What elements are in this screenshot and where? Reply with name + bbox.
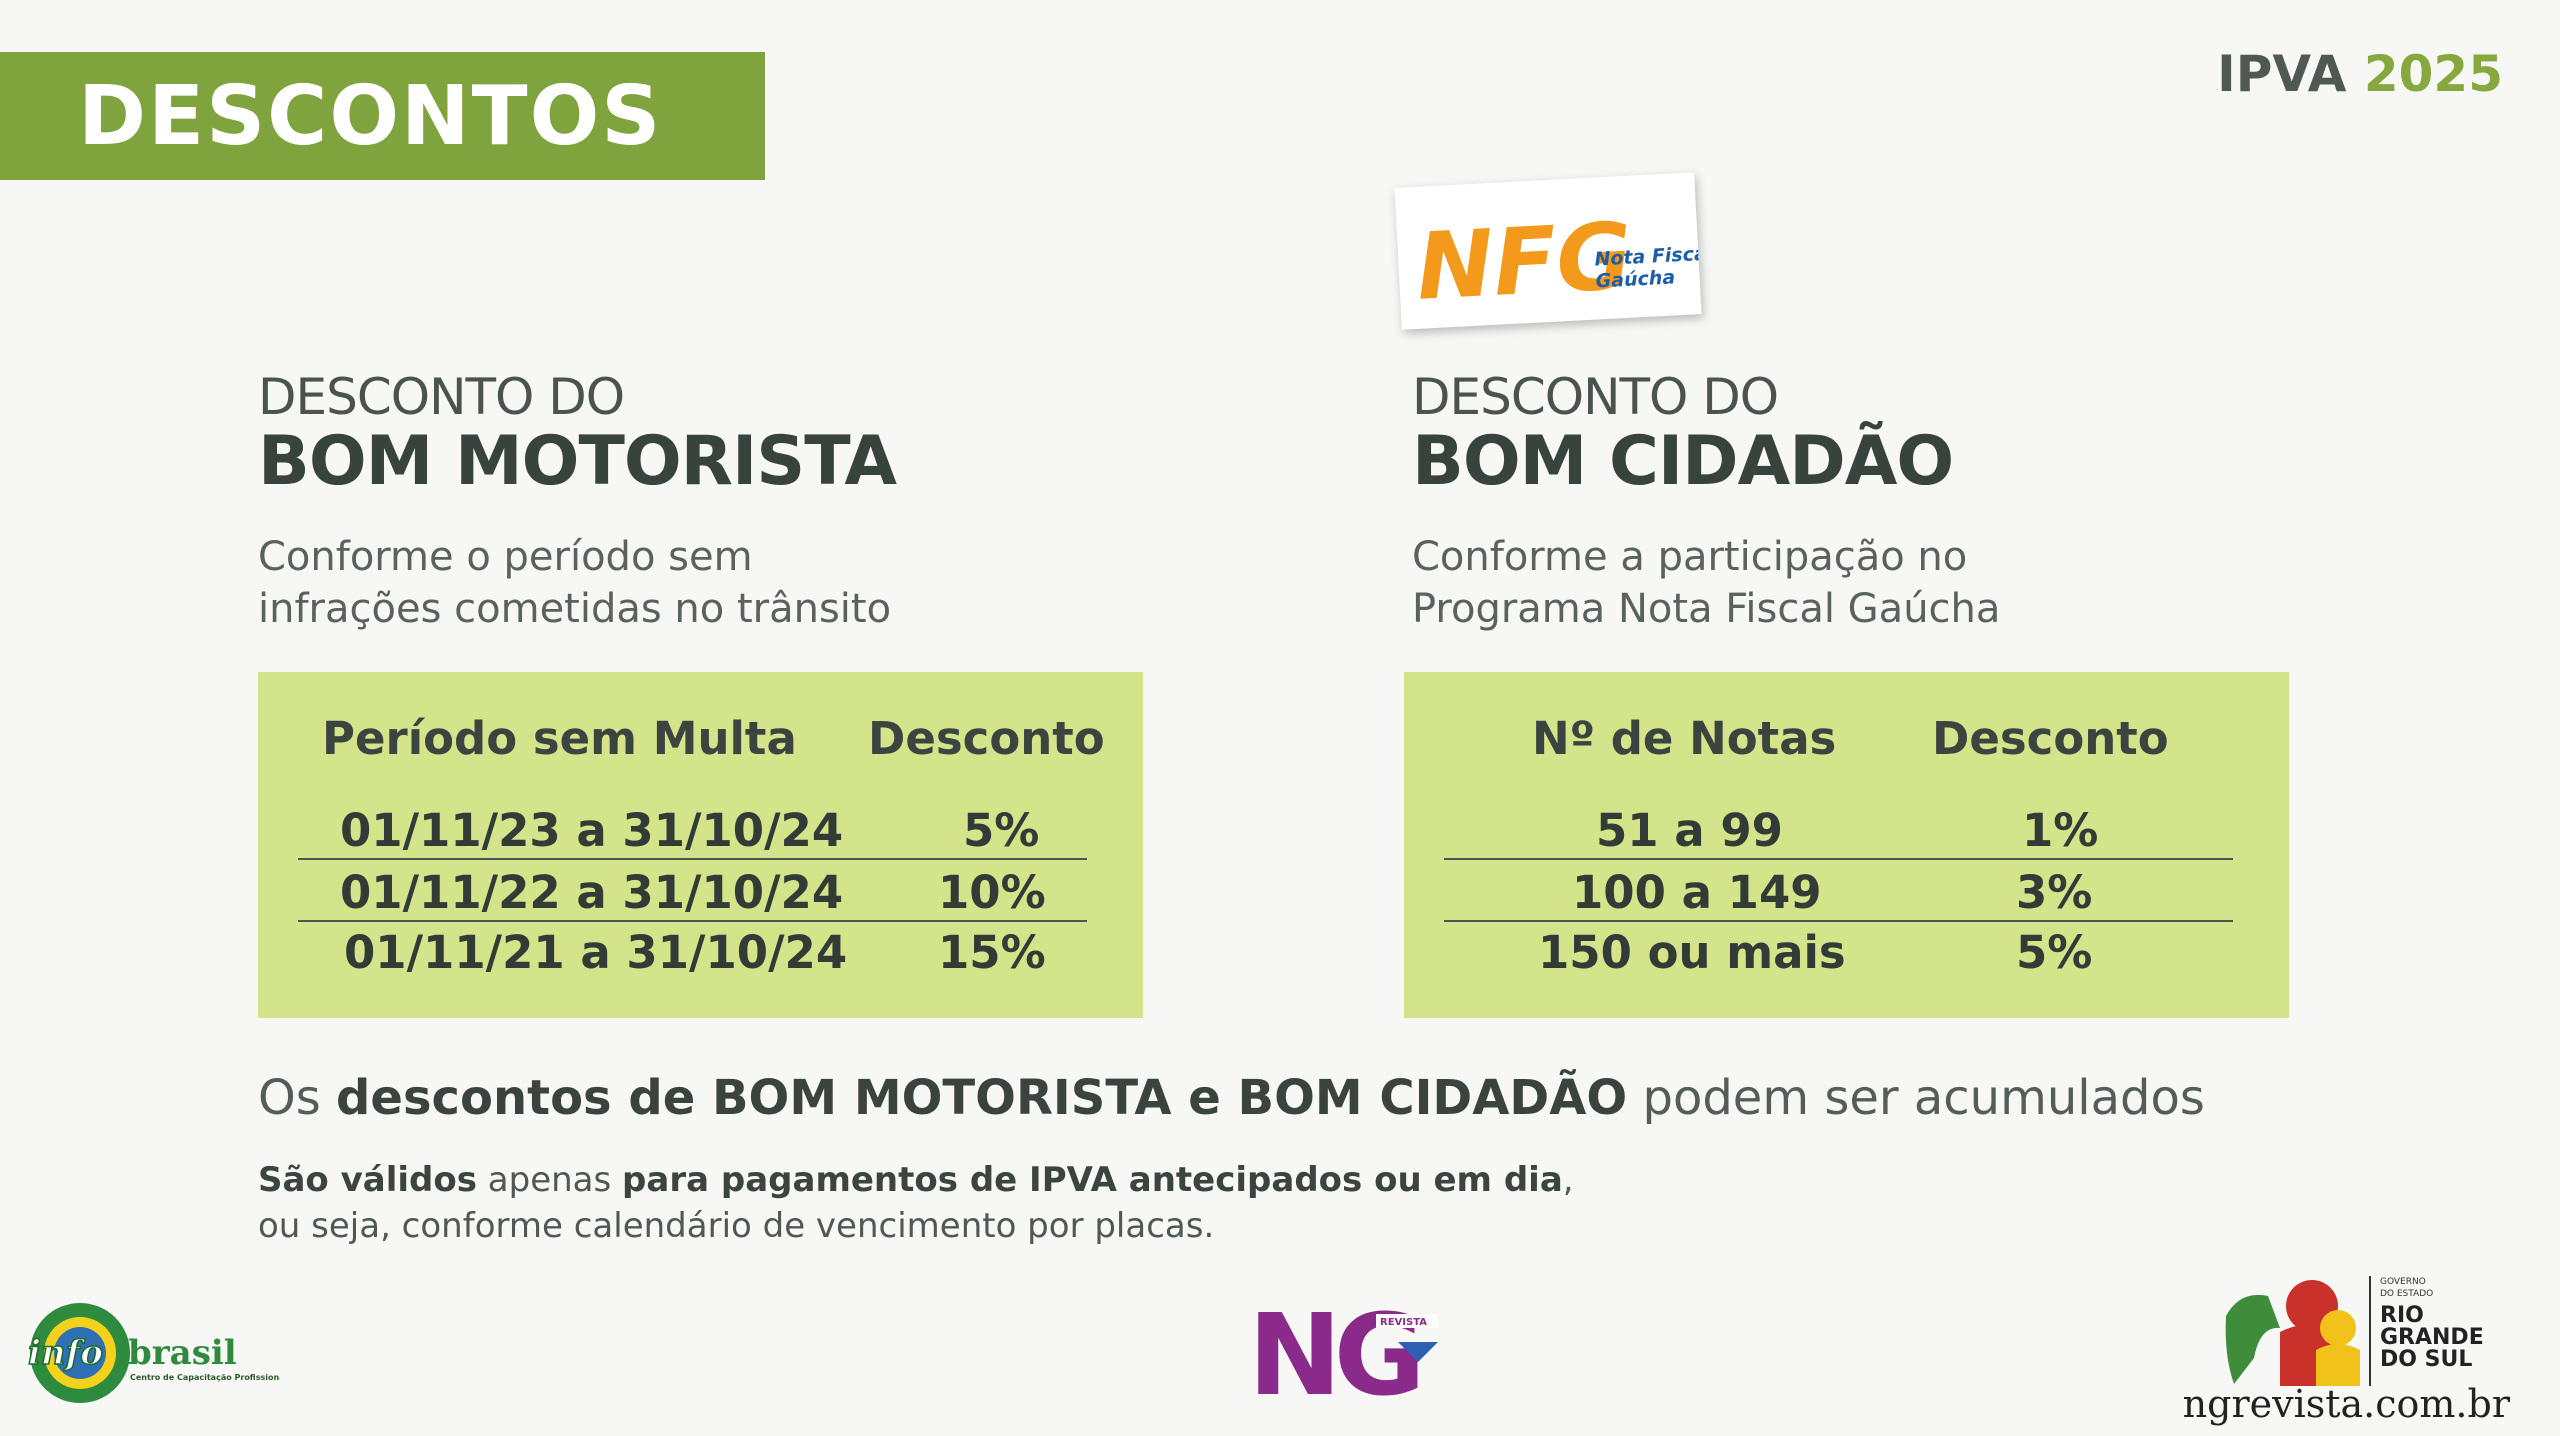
- table-row: 51 a 99 1%: [1444, 804, 2249, 862]
- table-header-discount: Desconto: [1932, 712, 2169, 765]
- bom-motorista-kicker: DESCONTO DO: [258, 368, 625, 426]
- note2-d: ,: [1562, 1160, 1574, 1200]
- infobrasil-logo: info brasil Centro de Capacitação Profis…: [20, 1298, 288, 1408]
- rs-line3: RIO: [2380, 1303, 2424, 1328]
- infobrasil-name-a: info: [28, 1333, 103, 1373]
- nfg-line2: Gaúcha: [1595, 266, 1676, 292]
- ipva-year-label: IPVA 2025: [2217, 45, 2503, 103]
- bom-cidadao-table: Nº de Notas Desconto 51 a 99 1% 100 a 14…: [1404, 672, 2289, 1018]
- ng-revista-logo: NG REVISTA: [1248, 1291, 1448, 1421]
- table-header-period: Período sem Multa: [322, 712, 797, 765]
- row-discount: 10%: [938, 866, 1046, 919]
- ng-letters: NG: [1248, 1296, 1418, 1400]
- row-discount: 3%: [2016, 866, 2093, 919]
- rs-line1: GOVERNO: [2380, 1277, 2426, 1287]
- bom-motorista-description: Conforme o período sem infrações cometid…: [258, 534, 892, 632]
- table-row: 150 ou mais 5%: [1444, 926, 2249, 984]
- row-discount: 5%: [2016, 926, 2093, 979]
- ipva-year: 2025: [2363, 45, 2503, 103]
- bom-motorista-section: DESCONTO DO BOM MOTORISTA Conforme o per…: [258, 368, 897, 635]
- row-notes: 150 ou mais: [1538, 926, 1846, 979]
- note1-a: Os: [258, 1070, 337, 1126]
- bom-cidadao-section: DESCONTO DO BOM CIDADÃO Conforme a parti…: [1412, 368, 2000, 635]
- row-discount: 15%: [938, 926, 1046, 979]
- site-url: ngrevista.com.br: [2182, 1382, 2510, 1426]
- row-period: 01/11/23 a 31/10/24: [340, 804, 844, 857]
- row-discount: 5%: [963, 804, 1040, 857]
- table-header-notes: Nº de Notas: [1532, 712, 1837, 765]
- table-row: 01/11/23 a 31/10/24 5%: [298, 804, 1103, 862]
- rs-line5: DO SUL: [2380, 1347, 2472, 1372]
- ng-badge: REVISTA: [1380, 1317, 1427, 1328]
- row-period: 01/11/21 a 31/10/24: [344, 926, 848, 979]
- row-divider: [298, 920, 1087, 922]
- bom-motorista-heading: BOM MOTORISTA: [258, 422, 897, 501]
- note1-b: descontos de BOM MOTORISTA e BOM CIDADÃO: [336, 1070, 1628, 1126]
- note2-c: para pagamentos de IPVA antecipados ou e…: [622, 1160, 1563, 1200]
- nfg-letters: NFG: [1414, 203, 1635, 321]
- row-divider: [1444, 858, 2233, 860]
- nota-fiscal-gaucha-logo: NFG Nota Fiscal Gaúcha: [1394, 172, 1714, 330]
- note2-e: ou seja, conforme calendário de vencimen…: [258, 1206, 1215, 1246]
- table-row: 01/11/21 a 31/10/24 15%: [298, 926, 1103, 984]
- bom-cidadao-kicker: DESCONTO DO: [1412, 368, 1779, 426]
- governo-rs-logo: GOVERNO DO ESTADO RIO GRANDE DO SUL: [2220, 1266, 2520, 1396]
- banner-title: DESCONTOS: [0, 52, 765, 180]
- rs-line2: DO ESTADO: [2380, 1289, 2433, 1299]
- infobrasil-name-b: brasil: [128, 1333, 237, 1373]
- bom-motorista-table: Período sem Multa Desconto 01/11/23 a 31…: [258, 672, 1143, 1018]
- note2-a: São válidos: [258, 1160, 477, 1200]
- row-period: 01/11/22 a 31/10/24: [340, 866, 844, 919]
- table-row: 100 a 149 3%: [1444, 866, 2249, 924]
- infobrasil-tagline: Centro de Capacitação Profissional: [130, 1373, 280, 1382]
- bom-cidadao-description: Conforme a participação no Programa Nota…: [1412, 534, 2001, 632]
- row-divider: [298, 858, 1087, 860]
- row-discount: 1%: [2022, 804, 2099, 857]
- row-notes: 51 a 99: [1596, 804, 1783, 857]
- accumulation-note: Os descontos de BOM MOTORISTA e BOM CIDA…: [258, 1070, 2205, 1126]
- bom-cidadao-heading: BOM CIDADÃO: [1412, 422, 1954, 501]
- rs-line4: GRANDE: [2380, 1325, 2484, 1350]
- table-row: 01/11/22 a 31/10/24 10%: [298, 866, 1103, 924]
- row-notes: 100 a 149: [1572, 866, 1822, 919]
- note2-b: apenas: [476, 1160, 623, 1200]
- validity-note: São válidos apenas para pagamentos de IP…: [258, 1157, 1574, 1249]
- row-divider: [1444, 920, 2233, 922]
- ipva-prefix: IPVA: [2217, 45, 2347, 103]
- table-header-discount: Desconto: [868, 712, 1105, 765]
- note1-c: podem ser acumulados: [1627, 1070, 2205, 1126]
